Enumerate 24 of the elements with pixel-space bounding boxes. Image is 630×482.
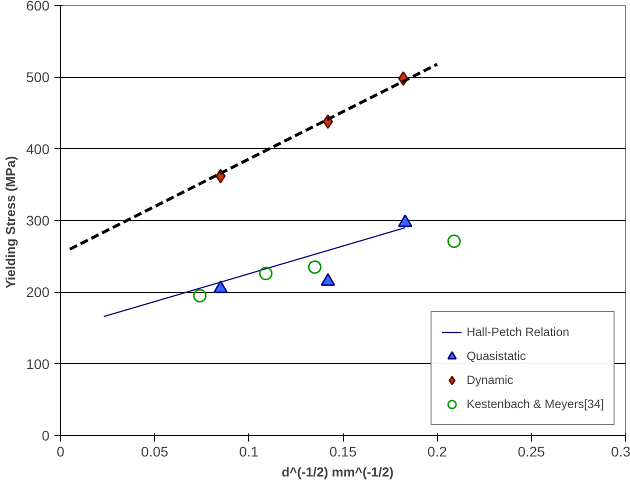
y-tick-label: 400 [26, 140, 50, 157]
x-tick-label: 0.25 [518, 444, 546, 460]
point [259, 266, 273, 280]
x-axis-title: d^(-1/2) mm^(-1/2) [282, 464, 394, 480]
legend-label: Kestenbach & Meyers[34] [466, 397, 604, 411]
point [193, 289, 207, 302]
x-tick-label: 0.1 [239, 444, 259, 460]
x-tick-label: 0.15 [329, 444, 357, 460]
y-tick-label: 600 [26, 0, 50, 14]
y-tick-label: 500 [26, 69, 50, 86]
x-tick-label: 0 [56, 444, 65, 460]
x-tick-label: 0.3 [611, 444, 630, 460]
x-tick-label: 0.05 [141, 444, 169, 460]
y-axis-title: Yielding Stress (MPa) [3, 156, 18, 289]
y-tick-label: 100 [26, 356, 50, 372]
x-tick-label: 0.2 [427, 444, 448, 460]
legend-label: Hall-Petch Relation [466, 325, 570, 339]
y-tick-label: 200 [26, 284, 50, 300]
y-tick-label: 300 [26, 212, 50, 228]
point [447, 234, 461, 248]
y-tick-label: 0 [42, 428, 50, 444]
legend-label: Quasistatic [466, 349, 526, 363]
legend-label: Dynamic [466, 373, 514, 387]
point [308, 260, 322, 274]
